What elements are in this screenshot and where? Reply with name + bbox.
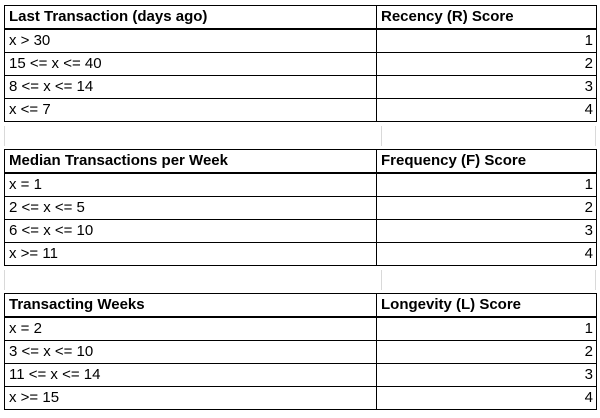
range-cell[interactable]: x >= 15 — [4, 386, 377, 410]
range-cell[interactable]: x <= 7 — [4, 98, 377, 122]
score-cell[interactable]: 4 — [376, 98, 597, 122]
empty-spacer-row[interactable] — [4, 270, 596, 290]
range-cell[interactable]: x >= 11 — [4, 242, 377, 266]
range-cell[interactable]: x = 1 — [4, 172, 377, 197]
table-row: x <= 7 4 — [4, 98, 597, 122]
score-cell[interactable]: 1 — [376, 28, 597, 53]
table-row: x >= 15 4 — [4, 386, 597, 410]
range-cell[interactable]: x > 30 — [4, 28, 377, 53]
score-cell[interactable]: 2 — [376, 340, 597, 364]
frequency-score-table: Median Transactions per Week Frequency (… — [4, 149, 597, 266]
score-header-cell[interactable]: Recency (R) Score — [376, 5, 597, 30]
longevity-score-table: Transacting Weeks Longevity (L) Score x … — [4, 293, 597, 410]
range-cell[interactable]: 15 <= x <= 40 — [4, 52, 377, 76]
table-row: x = 1 1 — [4, 172, 597, 197]
cell-divider — [381, 126, 382, 146]
range-cell[interactable]: 6 <= x <= 10 — [4, 219, 377, 243]
criterion-header-cell[interactable]: Median Transactions per Week — [4, 149, 377, 174]
table-header-row: Transacting Weeks Longevity (L) Score — [4, 293, 597, 318]
table-row: 8 <= x <= 14 3 — [4, 75, 597, 99]
score-cell[interactable]: 1 — [376, 316, 597, 341]
table-header-row: Median Transactions per Week Frequency (… — [4, 149, 597, 174]
range-cell[interactable]: 2 <= x <= 5 — [4, 196, 377, 220]
criterion-header-cell[interactable]: Last Transaction (days ago) — [4, 5, 377, 30]
cell-divider — [381, 270, 382, 290]
score-header-cell[interactable]: Longevity (L) Score — [376, 293, 597, 318]
recency-score-table: Last Transaction (days ago) Recency (R) … — [4, 5, 597, 122]
range-cell[interactable]: 3 <= x <= 10 — [4, 340, 377, 364]
score-header-cell[interactable]: Frequency (F) Score — [376, 149, 597, 174]
table-row: x >= 11 4 — [4, 242, 597, 266]
criterion-header-cell[interactable]: Transacting Weeks — [4, 293, 377, 318]
range-cell[interactable]: 11 <= x <= 14 — [4, 363, 377, 387]
table-header-row: Last Transaction (days ago) Recency (R) … — [4, 5, 597, 30]
table-row: x = 2 1 — [4, 316, 597, 341]
range-cell[interactable]: x = 2 — [4, 316, 377, 341]
table-row: 3 <= x <= 10 2 — [4, 340, 597, 364]
score-cell[interactable]: 3 — [376, 363, 597, 387]
score-cell[interactable]: 2 — [376, 52, 597, 76]
table-row: x > 30 1 — [4, 28, 597, 53]
score-cell[interactable]: 3 — [376, 219, 597, 243]
table-row: 6 <= x <= 10 3 — [4, 219, 597, 243]
table-row: 15 <= x <= 40 2 — [4, 52, 597, 76]
empty-spacer-row[interactable] — [4, 126, 596, 146]
score-cell[interactable]: 4 — [376, 242, 597, 266]
table-row: 2 <= x <= 5 2 — [4, 196, 597, 220]
range-cell[interactable]: 8 <= x <= 14 — [4, 75, 377, 99]
table-row: 11 <= x <= 14 3 — [4, 363, 597, 387]
score-cell[interactable]: 3 — [376, 75, 597, 99]
score-cell[interactable]: 2 — [376, 196, 597, 220]
score-cell[interactable]: 1 — [376, 172, 597, 197]
score-cell[interactable]: 4 — [376, 386, 597, 410]
